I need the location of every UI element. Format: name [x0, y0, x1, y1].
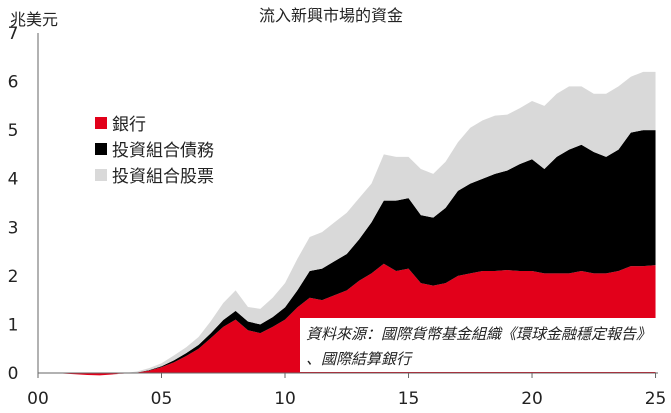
x-tick-label: 15 — [398, 389, 420, 409]
y-tick-label: 0 — [8, 364, 19, 384]
legend-label: 銀行 — [112, 115, 146, 135]
legend-swatch — [95, 169, 107, 181]
y-tick-label: 7 — [8, 24, 19, 44]
legend-swatch — [95, 143, 107, 155]
x-tick-label: 05 — [151, 389, 173, 409]
y-axis-label: 兆美元 — [10, 10, 58, 29]
y-tick-label: 6 — [8, 73, 19, 93]
series-area-2 — [38, 130, 656, 376]
y-tick-label: 3 — [8, 218, 19, 238]
y-tick-label: 4 — [8, 170, 19, 190]
annotation-box — [300, 318, 660, 372]
axes — [37, 33, 658, 378]
source-note-line1: 資料來源：國際貨幣基金組織《環球金融穩定報告》 — [306, 325, 651, 343]
x-tick-labels: 00 05 10 15 20 25 — [27, 389, 666, 409]
chart-title: 流入新興市場的資金 — [259, 6, 403, 25]
series-area-3 — [38, 71, 656, 376]
y-tick-label: 2 — [8, 267, 19, 287]
legend-label: 投資組合股票 — [112, 167, 214, 187]
x-tick-label: 20 — [521, 389, 543, 409]
y-tick-labels: 0 1 2 3 4 5 6 7 — [8, 24, 19, 384]
x-tick-label: 25 — [645, 389, 667, 409]
legend-swatch — [95, 117, 107, 129]
x-tick-label: 10 — [274, 389, 296, 409]
y-tick-label: 1 — [8, 315, 19, 335]
legend-label: 投資組合債務 — [112, 141, 214, 161]
y-tick-label: 5 — [8, 121, 19, 141]
x-tick-label: 00 — [27, 389, 49, 409]
source-note-line2: 、國際結算銀行 — [306, 350, 413, 368]
